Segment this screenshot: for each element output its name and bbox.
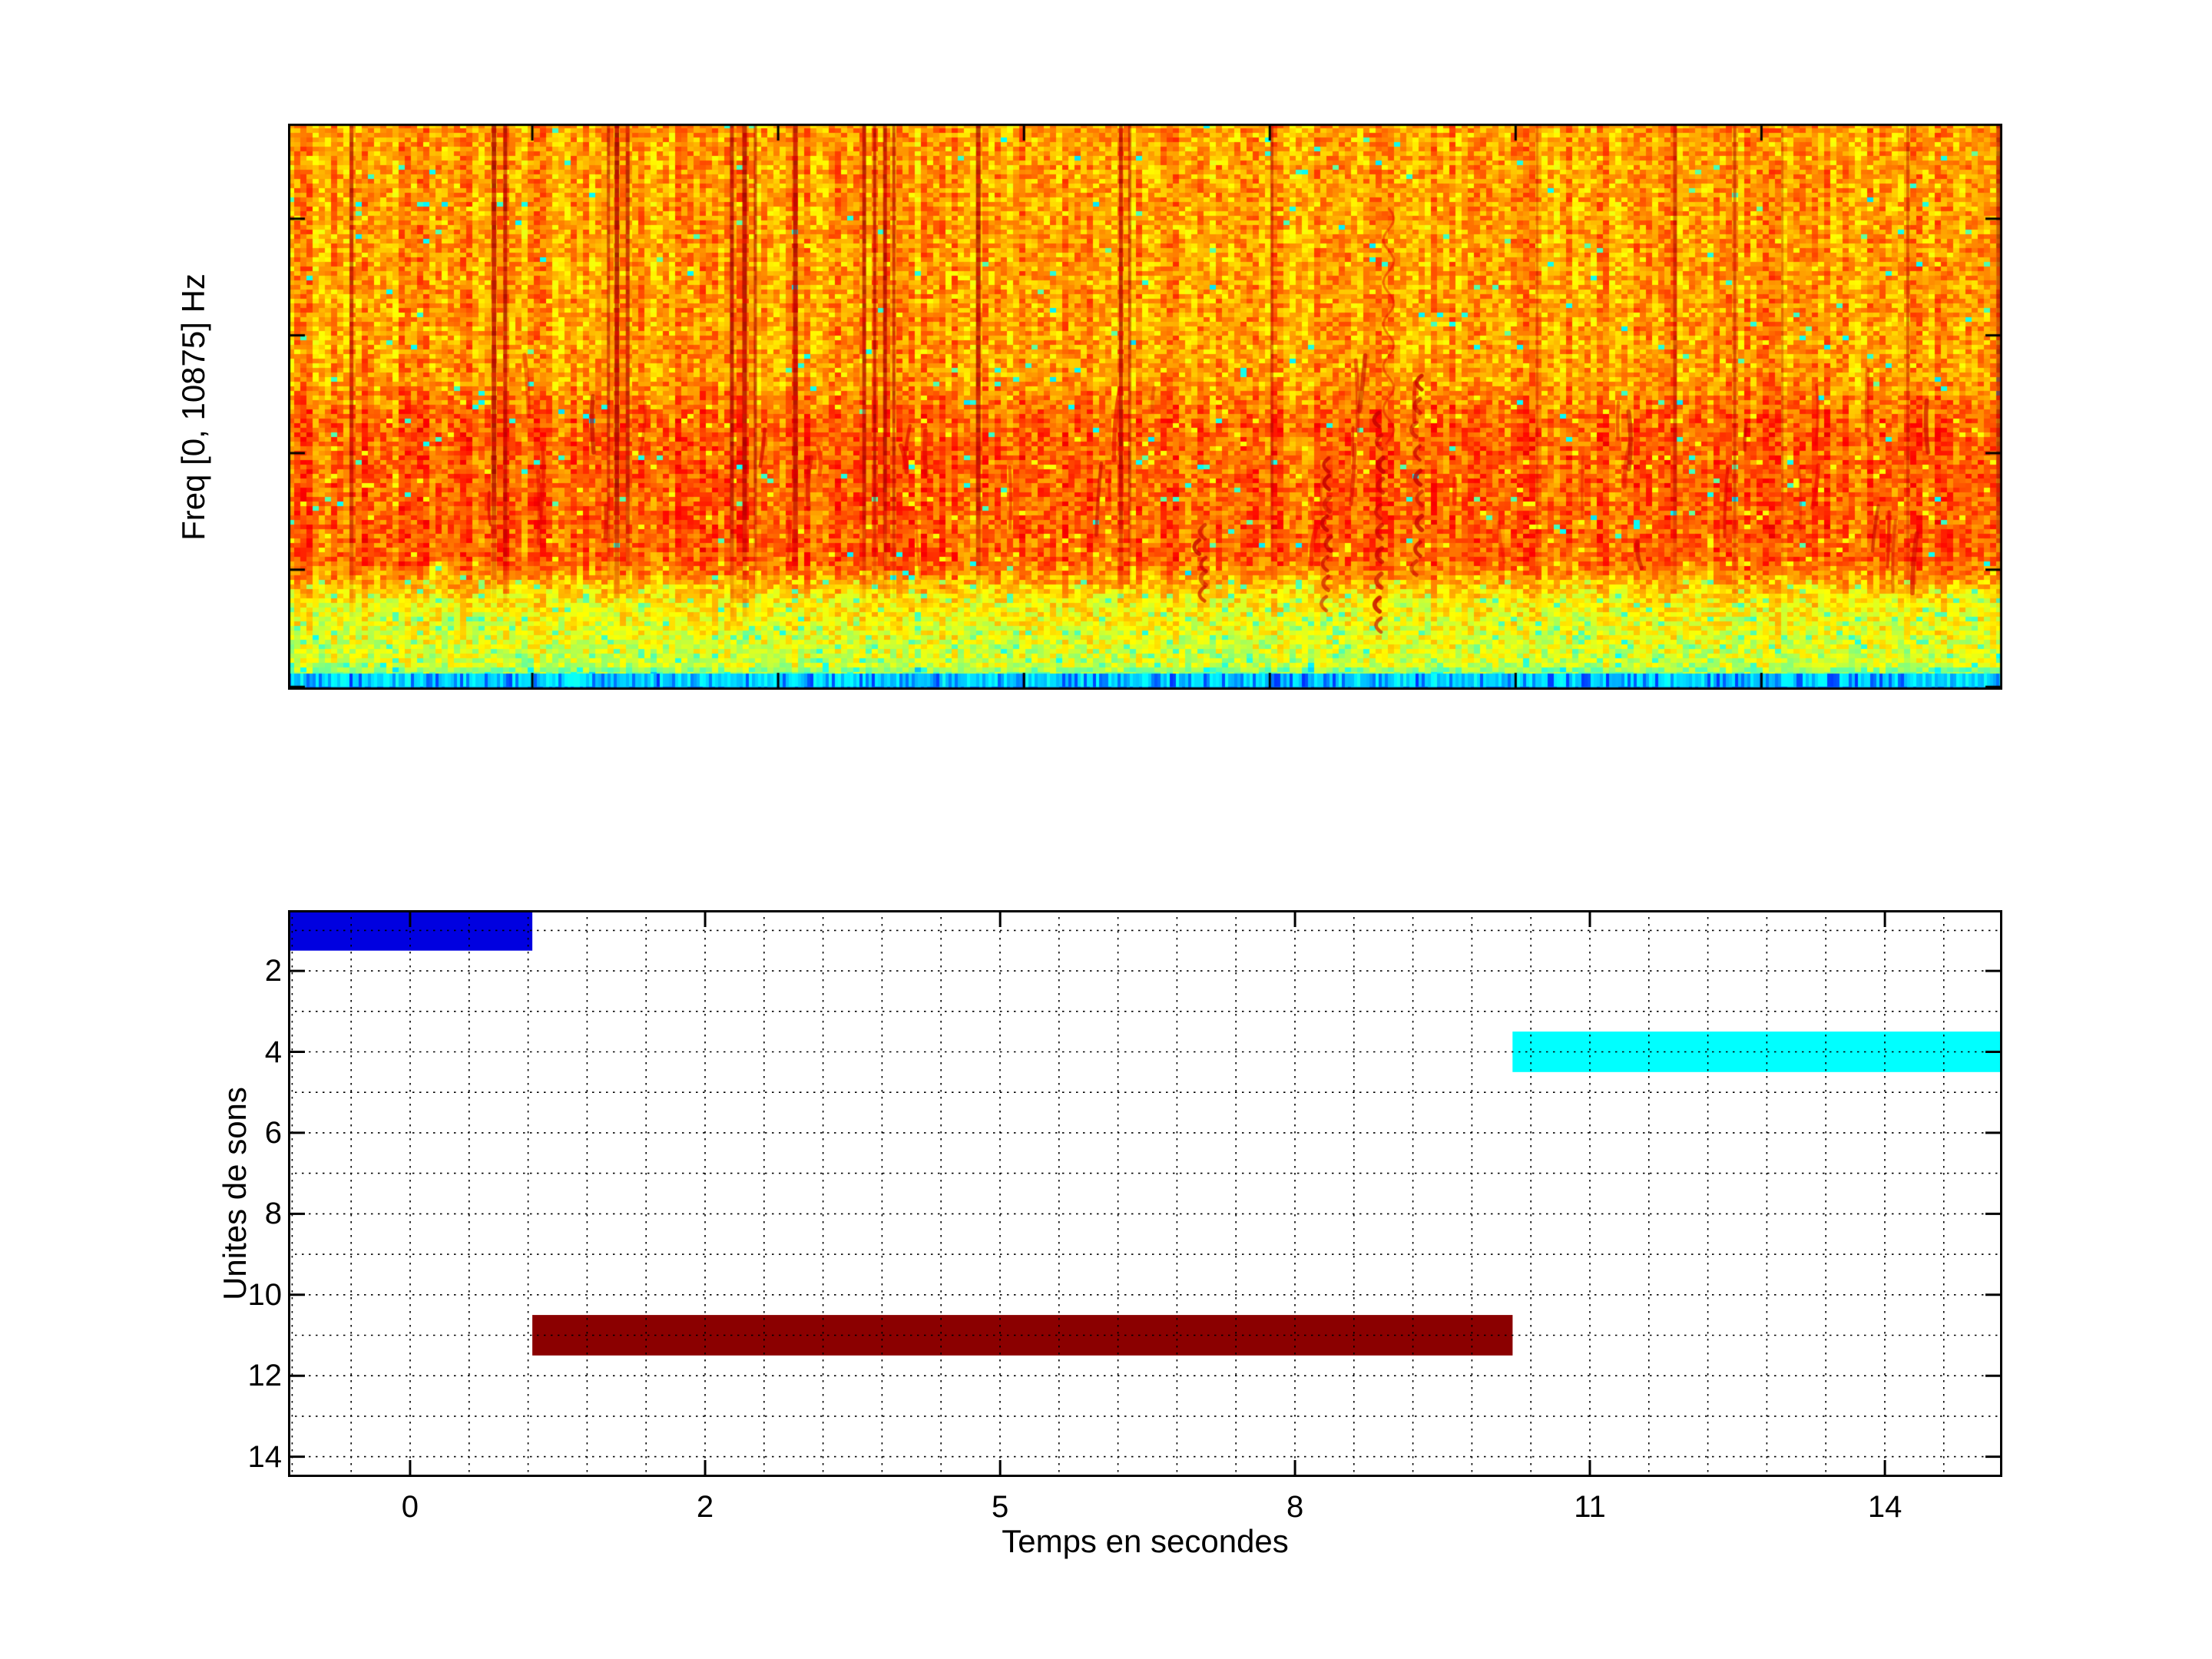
y-tick-label: 10 <box>247 1277 283 1312</box>
gantt-canvas <box>288 910 2002 1477</box>
y-tick-label: 4 <box>264 1035 282 1069</box>
x-tick-label: 14 <box>1867 1490 1902 1524</box>
y-tick-label: 12 <box>247 1359 283 1393</box>
x-tick-label: 2 <box>696 1490 714 1524</box>
x-tick-label: 5 <box>992 1490 1009 1524</box>
y-tick-label: 14 <box>247 1439 283 1474</box>
grid-lines <box>288 910 2002 1477</box>
x-tick-label: 11 <box>1574 1490 1606 1524</box>
spectrogram-image <box>288 124 2002 690</box>
sound-units-plot <box>288 910 2002 1477</box>
spectrogram-y-axis-label: Freq [0, 10875] Hz <box>175 273 211 541</box>
x-tick-label: 8 <box>1286 1490 1304 1524</box>
axis-ticks <box>288 910 2002 1477</box>
y-tick-label: 2 <box>264 954 282 988</box>
y-tick-label: 6 <box>264 1115 282 1150</box>
spectrogram-plot <box>288 124 2002 690</box>
x-tick-label: 0 <box>401 1490 419 1524</box>
gantt-x-axis-label: Temps en secondes <box>1002 1523 1289 1559</box>
plot-background <box>288 910 2002 1477</box>
y-tick-label: 8 <box>264 1197 282 1231</box>
gantt-y-tick-labels: 2 4 6 8 10 12 14 <box>0 910 283 1477</box>
segment-unit-4 <box>1512 1031 2002 1072</box>
plot-border <box>288 910 2002 1477</box>
